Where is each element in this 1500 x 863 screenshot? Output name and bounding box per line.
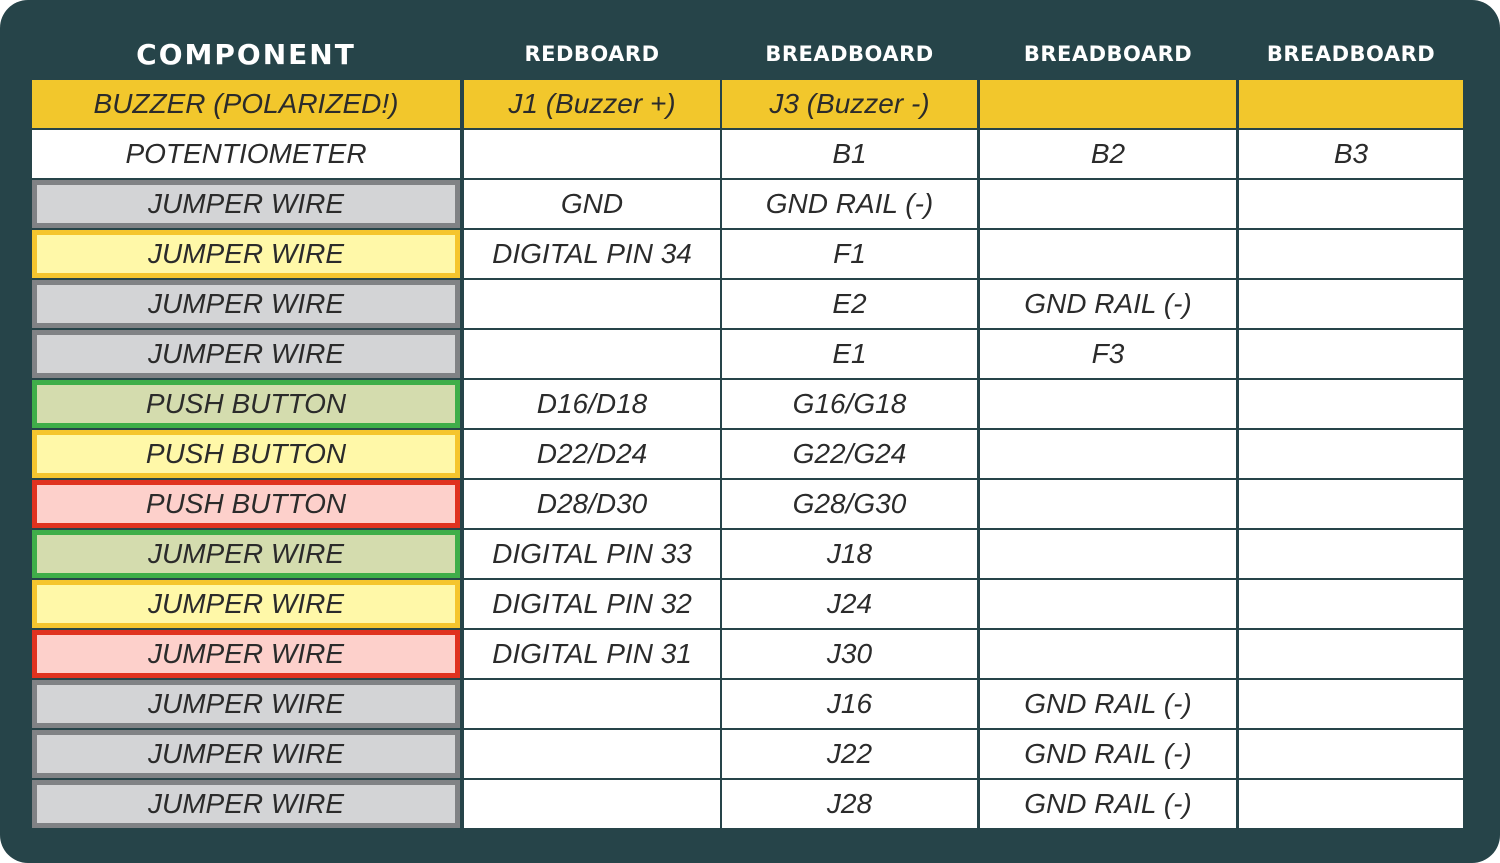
cell-component: JUMPER WIRE [32,180,460,228]
cell-component: POTENTIOMETER [32,130,460,178]
cell-redboard: DIGITAL PIN 32 [464,580,720,628]
table-row: JUMPER WIRE J28 GND RAIL (-) [32,780,1463,828]
cell-redboard: D16/D18 [464,380,720,428]
table-row: JUMPER WIRE J22 GND RAIL (-) [32,730,1463,778]
cell-redboard: D22/D24 [464,430,720,478]
cell-breadboard-2 [980,230,1236,278]
cell-breadboard-3 [1239,580,1463,628]
cell-breadboard-2 [980,480,1236,528]
table-row: PUSH BUTTON D28/D30 G28/G30 [32,480,1463,528]
cell-breadboard-3 [1239,230,1463,278]
table-row: JUMPER WIRE E2 GND RAIL (-) [32,280,1463,328]
cell-breadboard-3 [1239,680,1463,728]
table-row: JUMPER WIRE DIGITAL PIN 32 J24 [32,580,1463,628]
cell-redboard: GND [464,180,720,228]
cell-component: PUSH BUTTON [32,480,460,528]
table-row: JUMPER WIRE GND GND RAIL (-) [32,180,1463,228]
cell-breadboard-1: J16 [722,680,977,728]
cell-breadboard-1: J22 [722,730,977,778]
cell-breadboard-2 [980,630,1236,678]
cell-redboard [464,730,720,778]
cell-redboard [464,680,720,728]
cell-breadboard-1: GND RAIL (-) [722,180,977,228]
cell-component: JUMPER WIRE [32,630,460,678]
cell-breadboard-1: E2 [722,280,977,328]
cell-breadboard-3 [1239,80,1463,128]
cell-breadboard-2: F3 [980,330,1236,378]
cell-redboard: D28/D30 [464,480,720,528]
header-breadboard-2: BREADBOARD [1023,42,1193,66]
cell-breadboard-1: G28/G30 [722,480,977,528]
cell-breadboard-1: J30 [722,630,977,678]
cell-component: JUMPER WIRE [32,280,460,328]
cell-breadboard-3 [1239,480,1463,528]
cell-component: JUMPER WIRE [32,530,460,578]
cell-component: PUSH BUTTON [32,430,460,478]
cell-component: PUSH BUTTON [32,380,460,428]
table-row: JUMPER WIRE DIGITAL PIN 33 J18 [32,530,1463,578]
cell-breadboard-2 [980,430,1236,478]
cell-breadboard-3 [1239,780,1463,828]
cell-breadboard-2: GND RAIL (-) [980,780,1236,828]
header-breadboard-3: BREADBOARD [1266,42,1436,66]
table-row: JUMPER WIRE DIGITAL PIN 31 J30 [32,630,1463,678]
cell-breadboard-2 [980,80,1236,128]
cell-breadboard-1: J3 (Buzzer -) [722,80,977,128]
cell-redboard [464,280,720,328]
cell-redboard: DIGITAL PIN 34 [464,230,720,278]
cell-breadboard-3 [1239,280,1463,328]
cell-breadboard-3 [1239,330,1463,378]
header-redboard: REDBOARD [524,42,660,66]
cell-breadboard-3 [1239,630,1463,678]
header-breadboard-1: BREADBOARD [765,42,934,66]
cell-breadboard-2 [980,180,1236,228]
cell-redboard [464,780,720,828]
table-row: JUMPER WIRE E1 F3 [32,330,1463,378]
table-row: BUZZER (POLARIZED!) J1 (Buzzer +) J3 (Buzz… [32,80,1463,128]
cell-redboard [464,130,720,178]
cell-component: JUMPER WIRE [32,230,460,278]
cell-breadboard-2: GND RAIL (-) [980,680,1236,728]
cell-breadboard-2: GND RAIL (-) [980,280,1236,328]
cell-component: JUMPER WIRE [32,730,460,778]
table-row: POTENTIOMETER B1 B2 B3 [32,130,1463,178]
header-component: COMPONENT [136,37,356,71]
cell-breadboard-3 [1239,180,1463,228]
cell-breadboard-1: F1 [722,230,977,278]
cell-breadboard-3: B3 [1239,130,1463,178]
cell-breadboard-1: J28 [722,780,977,828]
cell-component: JUMPER WIRE [32,680,460,728]
table-row: PUSH BUTTON D22/D24 G22/G24 [32,430,1463,478]
cell-breadboard-3 [1239,380,1463,428]
cell-breadboard-3 [1239,430,1463,478]
cell-breadboard-2: B2 [980,130,1236,178]
cell-breadboard-2: GND RAIL (-) [980,730,1236,778]
cell-breadboard-3 [1239,530,1463,578]
cell-component: BUZZER (POLARIZED!) [32,80,460,128]
cell-breadboard-2 [980,580,1236,628]
cell-breadboard-1: B1 [722,130,977,178]
table-row: JUMPER WIRE J16 GND RAIL (-) [32,680,1463,728]
cell-breadboard-2 [980,380,1236,428]
cell-breadboard-3 [1239,730,1463,778]
cell-component: JUMPER WIRE [32,580,460,628]
cell-component: JUMPER WIRE [32,330,460,378]
table-row: PUSH BUTTON D16/D18 G16/G18 [32,380,1463,428]
cell-redboard: DIGITAL PIN 31 [464,630,720,678]
cell-redboard: DIGITAL PIN 33 [464,530,720,578]
table-row: JUMPER WIRE DIGITAL PIN 34 F1 [32,230,1463,278]
cell-breadboard-1: J24 [722,580,977,628]
cell-redboard: J1 (Buzzer +) [464,80,720,128]
cell-component: JUMPER WIRE [32,780,460,828]
cell-breadboard-1: G16/G18 [722,380,977,428]
cell-breadboard-2 [980,530,1236,578]
cell-breadboard-1: J18 [722,530,977,578]
cell-redboard [464,330,720,378]
cell-breadboard-1: E1 [722,330,977,378]
cell-breadboard-1: G22/G24 [722,430,977,478]
